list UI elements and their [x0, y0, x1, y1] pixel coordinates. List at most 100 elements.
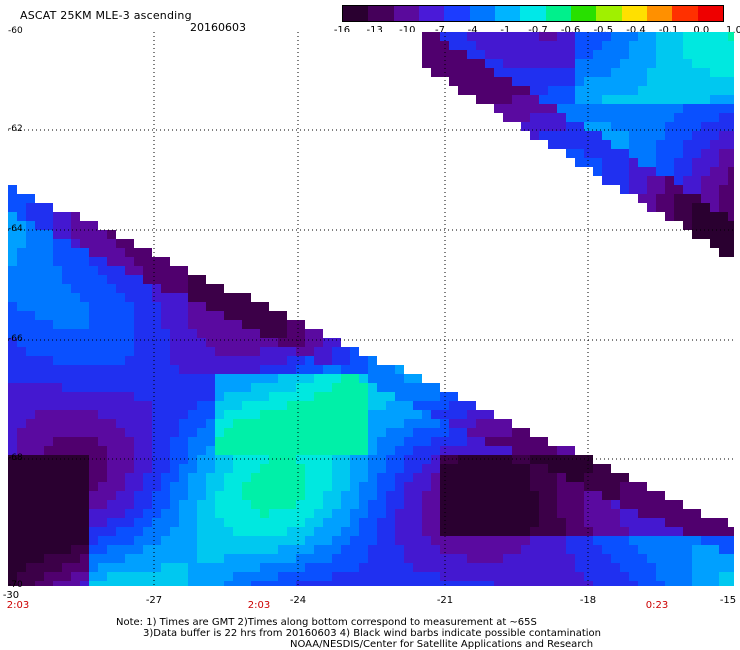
swath-cell	[332, 410, 341, 419]
swath-cell	[98, 554, 107, 563]
swath-cell	[557, 581, 566, 586]
swath-cell	[557, 473, 566, 482]
swath-cell	[584, 95, 593, 104]
swath-cell	[332, 365, 341, 374]
swath-cell	[656, 554, 665, 563]
swath-cell	[296, 356, 305, 365]
swath-cell	[593, 464, 602, 473]
swath-cell	[710, 140, 719, 149]
swath-cell	[404, 446, 413, 455]
swath-cell	[557, 464, 566, 473]
swath-cell	[458, 572, 467, 581]
swath-cell	[620, 509, 629, 518]
swath-cell	[620, 563, 629, 572]
swath-cell	[656, 518, 665, 527]
swath-cell	[323, 410, 332, 419]
swath-cell	[665, 212, 674, 221]
swath-cell	[584, 131, 593, 140]
swath-cell	[44, 572, 53, 581]
swath-cell	[161, 545, 170, 554]
swath-cell	[341, 428, 350, 437]
swath-cell	[449, 563, 458, 572]
swath-cell	[8, 338, 17, 347]
swath-cell	[656, 77, 665, 86]
swath-cell	[476, 536, 485, 545]
swath-cell	[359, 356, 368, 365]
swath-cell	[359, 563, 368, 572]
swath-cell	[494, 437, 503, 446]
swath-cell	[611, 113, 620, 122]
swath-cell	[152, 572, 161, 581]
swath-cell	[692, 104, 701, 113]
swath-cell	[575, 563, 584, 572]
swath-cell	[656, 491, 665, 500]
swath-cell	[296, 401, 305, 410]
swath-cell	[620, 32, 629, 41]
swath-cell	[233, 473, 242, 482]
swath-cell	[35, 563, 44, 572]
swath-cell	[206, 437, 215, 446]
swath-cell	[521, 509, 530, 518]
swath-cell	[530, 95, 539, 104]
swath-cell	[350, 545, 359, 554]
swath-cell	[116, 266, 125, 275]
swath-cell	[26, 347, 35, 356]
swath-cell	[242, 554, 251, 563]
swath-cell	[665, 32, 674, 41]
swath-cell	[512, 527, 521, 536]
swath-cell	[179, 581, 188, 586]
swath-cell	[287, 545, 296, 554]
swath-cell	[566, 59, 575, 68]
swath-cell	[80, 311, 89, 320]
swath-cell	[566, 581, 575, 586]
swath-cell	[143, 320, 152, 329]
swath-cell	[620, 554, 629, 563]
swath-cell	[719, 158, 728, 167]
color-scale-labels: -16 -13 -10 -7 -4 -1 -0.7 -0.6 -0.5 -0.4 -0.1 0.0 1.…	[330, 25, 740, 37]
swath-cell	[26, 482, 35, 491]
swath-cell	[98, 581, 107, 586]
swath-cell	[377, 554, 386, 563]
swath-cell	[62, 437, 71, 446]
swath-cell	[287, 554, 296, 563]
swath-cell	[305, 401, 314, 410]
swath-cell	[530, 527, 539, 536]
swath-cell	[170, 563, 179, 572]
swath-cell	[152, 428, 161, 437]
swath-cell	[539, 509, 548, 518]
swath-cell	[206, 347, 215, 356]
swath-cell	[233, 581, 242, 586]
swath-cell	[701, 50, 710, 59]
swath-cell	[80, 473, 89, 482]
swath-cell	[278, 329, 287, 338]
swath-cell	[80, 392, 89, 401]
swath-cell	[260, 446, 269, 455]
swath-cell	[8, 545, 17, 554]
swath-cell	[611, 491, 620, 500]
swath-cell	[629, 149, 638, 158]
swath-cell	[161, 518, 170, 527]
swath-cell	[566, 482, 575, 491]
swath-cell	[719, 50, 728, 59]
swath-cell	[377, 518, 386, 527]
swath-cell	[485, 32, 494, 41]
swath-cell	[431, 401, 440, 410]
swath-cell	[359, 509, 368, 518]
swath-cell	[629, 95, 638, 104]
swath-cell	[557, 509, 566, 518]
swath-cell	[269, 446, 278, 455]
swath-cell	[296, 491, 305, 500]
swath-cell	[188, 410, 197, 419]
swath-cell	[620, 176, 629, 185]
swath-cell	[233, 311, 242, 320]
swath-cell	[656, 509, 665, 518]
swath-cell	[512, 518, 521, 527]
swath-cell	[71, 293, 80, 302]
swath-cell	[503, 536, 512, 545]
swath-cell	[485, 500, 494, 509]
swath-cell	[575, 86, 584, 95]
swath-cell	[674, 203, 683, 212]
swath-cell	[287, 518, 296, 527]
swath-cell	[674, 167, 683, 176]
swath-cell	[143, 401, 152, 410]
